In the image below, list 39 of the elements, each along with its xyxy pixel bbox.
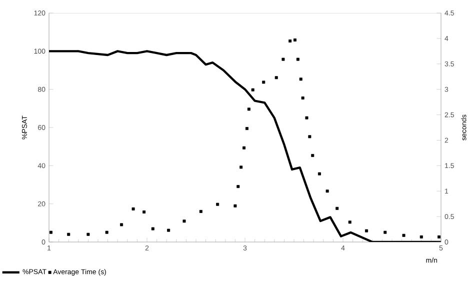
point [288, 39, 292, 42]
point [326, 190, 329, 193]
point [151, 227, 154, 230]
point [199, 210, 202, 213]
point [251, 88, 254, 92]
point [167, 228, 170, 232]
point [336, 206, 339, 210]
point [234, 204, 237, 208]
point [305, 116, 308, 120]
point [438, 235, 441, 238]
point [120, 223, 124, 226]
point [247, 108, 250, 111]
point [105, 230, 108, 234]
point [308, 135, 312, 138]
point [132, 207, 135, 210]
point [384, 230, 387, 234]
point [216, 202, 220, 206]
point [245, 127, 248, 130]
point [365, 229, 368, 232]
point [49, 230, 52, 234]
point [348, 220, 352, 224]
point [182, 220, 186, 223]
point [402, 234, 406, 237]
point [296, 58, 300, 61]
point [299, 78, 302, 81]
point [293, 38, 296, 42]
point [282, 58, 285, 61]
point [262, 80, 266, 84]
point [301, 96, 304, 100]
point [236, 185, 240, 188]
point [311, 154, 314, 157]
point [142, 210, 146, 214]
point [86, 232, 90, 236]
point [274, 76, 278, 80]
point [420, 235, 423, 238]
point [67, 232, 70, 236]
point [242, 146, 246, 150]
point [318, 172, 321, 176]
point [240, 166, 243, 169]
